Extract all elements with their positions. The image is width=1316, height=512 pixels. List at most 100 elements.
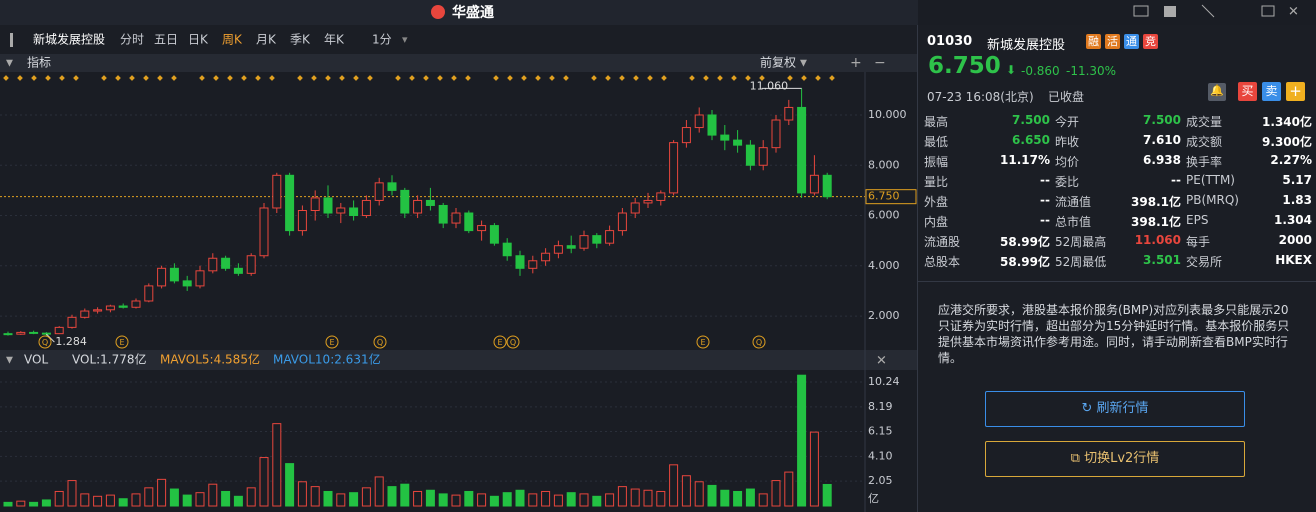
mail-icon[interactable] xyxy=(1133,5,1149,17)
stat-value: -- xyxy=(1040,213,1050,227)
stat-label: 最高 xyxy=(924,115,949,129)
volume-bar xyxy=(144,487,154,507)
candle-body xyxy=(387,182,397,191)
event-dot xyxy=(689,75,695,81)
candle-body xyxy=(438,204,448,224)
stat-label: 流通股 xyxy=(924,235,961,249)
candle-body xyxy=(169,267,179,282)
lv2-button[interactable]: ⧉ 切换Lv2行情 xyxy=(985,441,1245,477)
volume-bar xyxy=(592,495,602,507)
event-marker[interactable] xyxy=(696,335,710,349)
quote-panel: 01030 新城发展控股 6.750 ⬇ -0.860 -11.30% 07-2… xyxy=(918,25,1316,512)
period-tab[interactable]: 年K xyxy=(324,33,345,47)
lv2-label: 切换Lv2行情 xyxy=(1084,451,1160,466)
event-marker[interactable] xyxy=(506,335,520,349)
event-label: E xyxy=(119,338,124,347)
volume-bar xyxy=(477,493,487,507)
volume-bar xyxy=(758,493,768,507)
event-dot xyxy=(101,75,107,81)
candle-body xyxy=(630,202,640,214)
volume-bar xyxy=(425,489,435,507)
add-button[interactable]: + xyxy=(1286,82,1305,101)
candle-body xyxy=(3,333,13,336)
event-dot xyxy=(367,75,373,81)
volume-bar xyxy=(67,480,77,507)
period-tab[interactable]: 日K xyxy=(188,33,209,47)
stat-value: 1.340亿 xyxy=(1262,115,1312,129)
high-label: 11.060 xyxy=(750,79,789,92)
volume-bar xyxy=(131,493,141,507)
period-tab[interactable]: 月K xyxy=(256,33,277,47)
alert-button[interactable]: 🔔 xyxy=(1208,83,1226,101)
volume-bar xyxy=(323,490,333,507)
volume-bar xyxy=(182,494,192,507)
event-marker[interactable] xyxy=(493,335,507,349)
stock-name: 新城发展控股 xyxy=(987,38,1066,53)
stat-label: 交易所 xyxy=(1186,255,1223,269)
candle-body xyxy=(809,174,819,194)
period-tab[interactable]: 五日 xyxy=(154,33,178,47)
sell-button[interactable]: 卖 xyxy=(1262,82,1281,101)
volume-bar xyxy=(694,481,704,507)
candle-body xyxy=(297,209,307,232)
event-dot xyxy=(73,75,79,81)
stat-label: 总股本 xyxy=(924,255,961,269)
event-dot xyxy=(409,75,415,81)
candle-body xyxy=(643,199,653,204)
event-dot xyxy=(17,75,23,81)
candle-body xyxy=(605,230,615,244)
volume-bar xyxy=(464,490,474,507)
event-marker[interactable] xyxy=(115,335,129,349)
volume-bar xyxy=(0,350,918,370)
mavol10: MAVOL10:2.631亿 xyxy=(273,352,381,367)
event-dot xyxy=(829,75,835,81)
interval[interactable]: 1分 xyxy=(372,33,392,47)
shrink-icon[interactable] xyxy=(1201,4,1215,18)
indicator-label[interactable]: 指标 xyxy=(27,55,51,70)
event-marker[interactable] xyxy=(325,335,339,349)
refresh-button[interactable]: ↻ 刷新行情 xyxy=(985,391,1245,427)
close-icon[interactable]: ✕ xyxy=(876,354,887,369)
volume-bar xyxy=(643,489,653,507)
shirt-icon[interactable] xyxy=(1164,6,1176,17)
caret: ▾ xyxy=(402,33,408,46)
candle-body xyxy=(400,189,410,214)
candle-body xyxy=(131,300,141,308)
event-marker[interactable] xyxy=(38,335,52,349)
candle-body xyxy=(29,331,39,334)
stat-value: 58.99亿 xyxy=(1000,255,1050,269)
event-dot xyxy=(143,75,149,81)
volume-bar xyxy=(541,490,551,507)
candle-body xyxy=(336,207,346,214)
period-tab[interactable]: 分时 xyxy=(120,33,144,47)
period-tab[interactable]: 季K xyxy=(290,33,311,47)
period-tab[interactable]: 周K xyxy=(222,33,243,47)
stat-label: 成交额 xyxy=(1186,135,1223,149)
candle-body xyxy=(310,197,320,211)
toggle-icon[interactable] xyxy=(10,33,13,47)
event-marker[interactable] xyxy=(752,335,766,349)
unit-label: 亿 xyxy=(868,492,879,505)
buy-button[interactable]: 买 xyxy=(1238,82,1257,101)
candle-body xyxy=(464,212,474,232)
event-dot xyxy=(353,75,359,81)
add-icon[interactable]: + xyxy=(850,55,862,71)
candle-body xyxy=(93,309,103,312)
event-label: Q xyxy=(42,338,48,347)
event-label: E xyxy=(329,338,334,347)
candle-body xyxy=(528,260,538,269)
volume-bar xyxy=(771,480,781,507)
event-dot xyxy=(591,75,597,81)
volume-bar xyxy=(374,476,384,507)
stat-label: 今开 xyxy=(1055,115,1080,129)
event-dot xyxy=(507,75,513,81)
restore-icon[interactable] xyxy=(1261,5,1275,17)
close-icon[interactable]: ✕ xyxy=(1288,5,1299,20)
event-marker[interactable] xyxy=(373,335,387,349)
stat-label: PE(TTM) xyxy=(1186,173,1235,187)
volume-bar xyxy=(93,495,103,507)
stat-value: 7.610 xyxy=(1143,133,1181,147)
minus-icon[interactable]: − xyxy=(874,55,886,71)
volume-bar xyxy=(528,493,538,507)
adjust-label[interactable]: 前复权 xyxy=(760,55,796,70)
